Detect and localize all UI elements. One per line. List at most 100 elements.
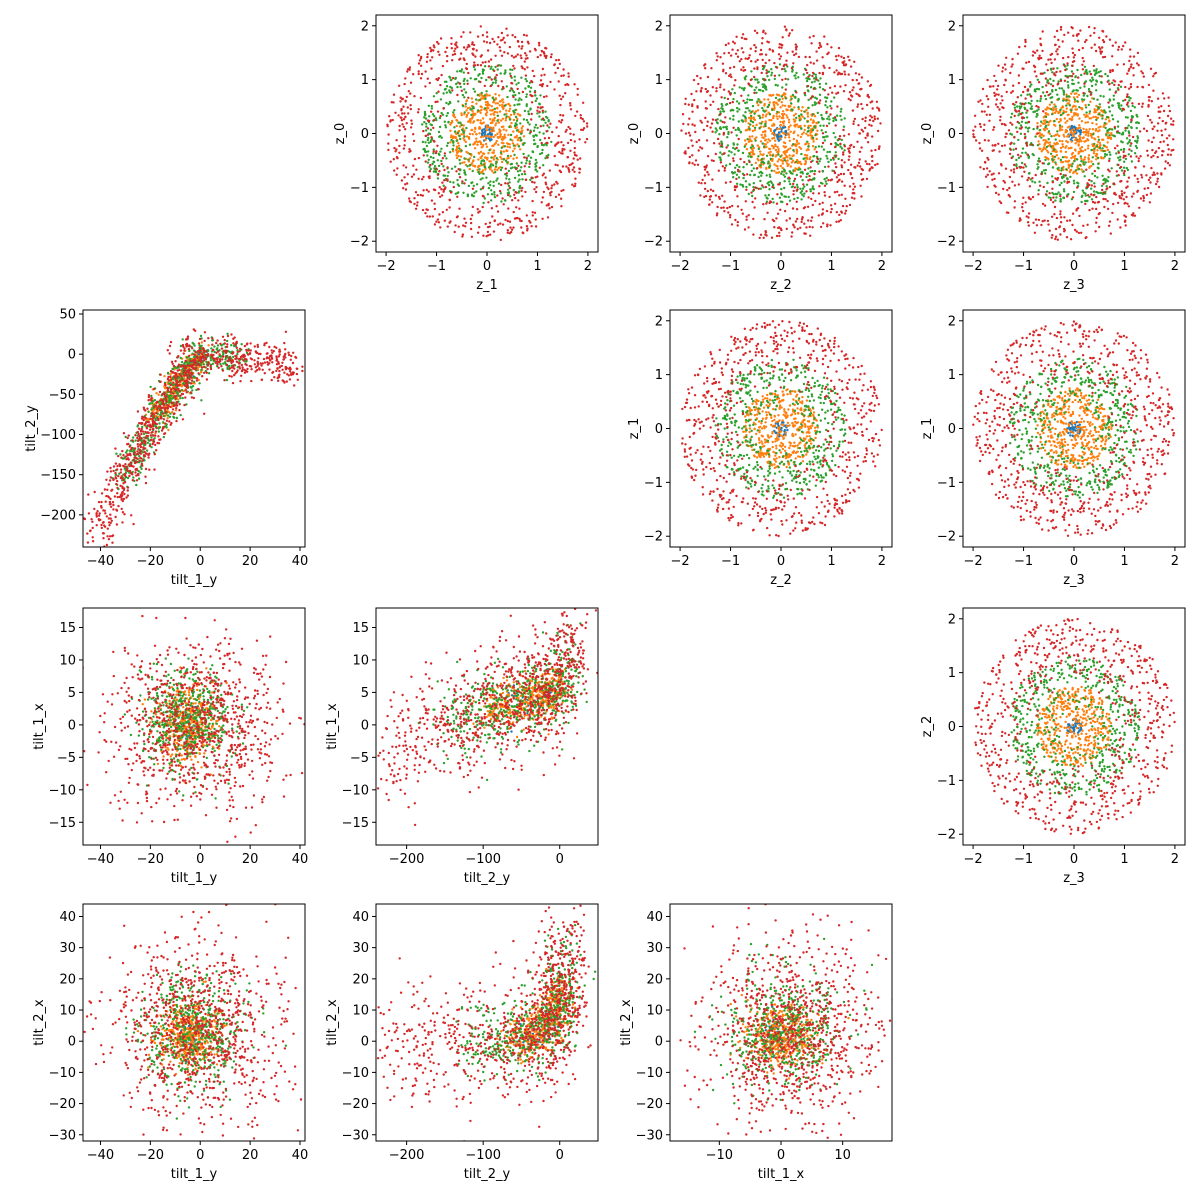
scatter-point: [508, 109, 511, 113]
scatter-point: [496, 64, 499, 67]
scatter-point: [819, 44, 822, 47]
scatter-point: [1024, 121, 1028, 125]
scatter-point: [770, 68, 773, 71]
scatter-point: [436, 40, 439, 44]
scatter-point: [1096, 166, 1100, 169]
scatter-point: [387, 148, 390, 152]
scatter-point: [573, 170, 576, 173]
scatter-point: [738, 165, 741, 169]
scatter-point: [803, 157, 806, 160]
scatter-point: [557, 193, 561, 196]
scatter-point: [438, 170, 441, 173]
scatter-point: [472, 143, 475, 146]
scatter-point: [781, 159, 784, 163]
scatter-point: [444, 126, 448, 129]
scatter-point: [493, 107, 497, 111]
scatter-point: [750, 110, 753, 114]
scatter-point: [431, 113, 435, 116]
scatter-point: [1137, 157, 1141, 160]
scatter-point: [869, 83, 873, 87]
scatter-point: [449, 141, 452, 144]
scatter-point: [696, 106, 699, 109]
scatter-point: [849, 171, 852, 175]
scatter-point: [1047, 123, 1050, 127]
scatter-point: [437, 50, 440, 53]
scatter-point: [770, 94, 773, 97]
y-tick-label: −2: [644, 235, 663, 250]
scatter-point: [524, 87, 527, 90]
scatter-point: [520, 56, 523, 60]
scatter-point: [501, 138, 504, 142]
scatter-point: [471, 160, 475, 163]
scatter-point: [1086, 121, 1090, 124]
scatter-point: [805, 190, 808, 193]
scatter-point: [467, 136, 471, 139]
scatter-point: [492, 98, 496, 101]
scatter-point: [750, 98, 754, 102]
scatter-point: [1130, 142, 1133, 145]
scatter-point: [1111, 81, 1114, 85]
scatter-point: [389, 119, 392, 122]
scatter-point: [858, 73, 861, 76]
scatter-point: [812, 192, 815, 195]
scatter-point: [436, 173, 440, 176]
scatter-point: [853, 117, 857, 121]
scatter-point: [507, 133, 510, 137]
scatter-point: [457, 121, 460, 124]
scatter-point: [499, 133, 502, 136]
scatter-point: [1101, 56, 1105, 59]
scatter-point: [1021, 202, 1024, 205]
scatter-point: [866, 132, 869, 135]
scatter-point: [758, 116, 762, 120]
scatter-point: [763, 218, 766, 221]
scatter-point: [1070, 92, 1073, 95]
scatter-point: [997, 193, 1000, 196]
scatter-point: [1161, 154, 1164, 157]
scatter-point: [449, 180, 452, 184]
scatter-point: [1016, 105, 1019, 108]
scatter-point: [1130, 195, 1134, 198]
scatter-point: [747, 140, 751, 143]
scatter-point: [1040, 136, 1043, 139]
scatter-point: [405, 182, 409, 185]
scatter-point: [476, 231, 480, 234]
scatter-point: [498, 135, 502, 139]
scatter-point: [1101, 188, 1104, 192]
scatter-point: [783, 146, 787, 149]
scatter-point: [1128, 148, 1131, 151]
scatter-point: [773, 134, 777, 137]
scatter-point: [1062, 109, 1065, 113]
scatter-point: [453, 130, 457, 133]
scatter-point: [714, 119, 718, 122]
scatter-point: [732, 97, 735, 101]
scatter-point: [814, 73, 817, 77]
scatter-point: [821, 132, 825, 135]
scatter-point: [860, 172, 863, 176]
scatter-point: [781, 166, 784, 170]
scatter-point: [1129, 65, 1133, 69]
scatter-point: [1059, 70, 1062, 73]
scatter-point: [1122, 198, 1126, 201]
scatter-point: [574, 182, 577, 185]
scatter-point: [1046, 219, 1050, 223]
scatter-point: [776, 117, 779, 121]
scatter-point: [513, 79, 517, 82]
scatter-point: [541, 67, 545, 71]
scatter-point: [525, 214, 528, 217]
scatter-point: [793, 226, 796, 229]
scatter-point: [533, 126, 536, 129]
scatter-point: [1086, 147, 1090, 150]
scatter-point: [779, 137, 782, 140]
scatter-point: [529, 86, 533, 90]
scatter-point: [1080, 231, 1083, 234]
scatter-point: [727, 90, 730, 93]
scatter-point: [1086, 138, 1089, 141]
scatter-point: [755, 123, 758, 127]
scatter-point: [1111, 104, 1114, 107]
scatter-point: [1108, 82, 1111, 86]
scatter-point: [867, 96, 871, 99]
scatter-point: [742, 51, 745, 54]
scatter-point: [430, 124, 434, 127]
scatter-point: [1164, 128, 1167, 131]
scatter-point: [684, 152, 687, 155]
